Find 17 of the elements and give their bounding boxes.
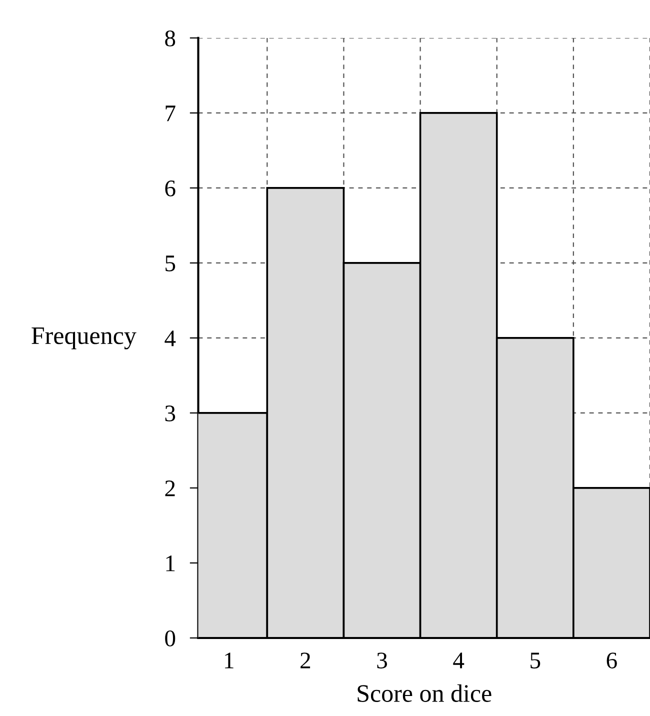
x-tick-label: 6 bbox=[606, 652, 617, 668]
x-tick-label: 4 bbox=[453, 652, 464, 668]
y-tick-label: 6 bbox=[165, 180, 176, 196]
x-tick-label: 3 bbox=[377, 652, 387, 668]
y-tick-label: 5 bbox=[166, 256, 176, 272]
y-tick-label: 2 bbox=[165, 480, 175, 496]
y-axis-title: Frequency bbox=[32, 328, 136, 350]
x-tick-label: 1 bbox=[225, 652, 234, 668]
y-tick-label: 1 bbox=[166, 556, 175, 572]
y-tick-label: 8 bbox=[165, 30, 176, 46]
y-tick-label: 0 bbox=[165, 630, 176, 646]
y-tick-label: 3 bbox=[165, 406, 176, 422]
x-tick-label: 2 bbox=[300, 652, 310, 668]
x-axis-title: Score on dice bbox=[358, 684, 492, 702]
x-tick-label: 5 bbox=[530, 652, 540, 668]
y-tick-label: 7 bbox=[166, 106, 176, 122]
y-tick-label: 4 bbox=[164, 330, 176, 346]
